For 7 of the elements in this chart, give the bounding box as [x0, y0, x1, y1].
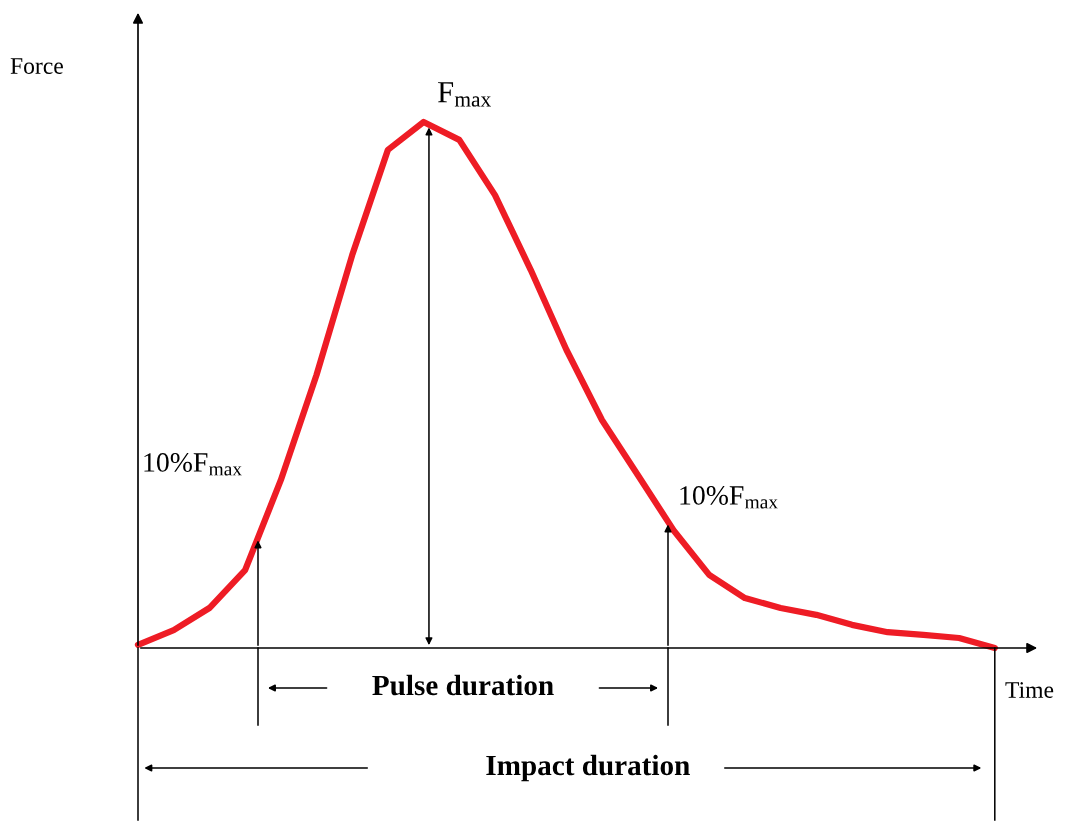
text: Impact duration — [486, 754, 690, 782]
y-axis-title: Force — [10, 58, 63, 74]
text: F$_{max}$ — [438, 82, 491, 107]
annotation: 10%F$_{max}$ — [144, 453, 242, 476]
x-axis-title: Time — [1005, 682, 1054, 698]
text: Pulse duration — [372, 674, 554, 696]
annotation: 10%F$_{max}$ — [680, 486, 778, 509]
